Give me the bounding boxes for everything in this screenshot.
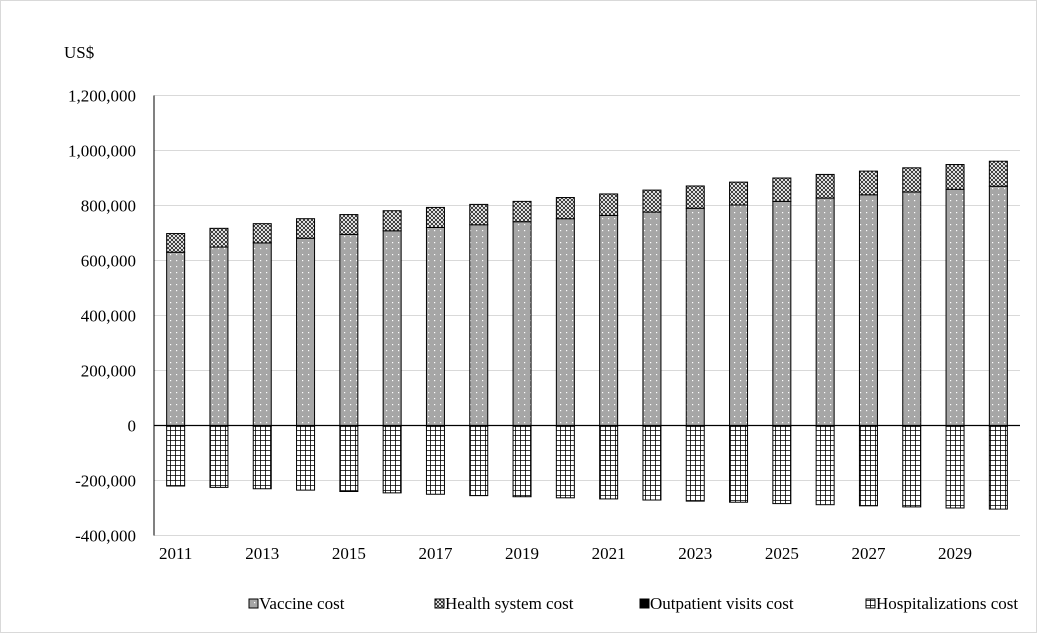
bar-hospitalizations-cost: [988, 425, 1008, 510]
y-tick-label: -200,000: [75, 472, 136, 491]
bar-vaccine-cost: [772, 200, 792, 426]
bar-health-system-cost: [902, 167, 922, 193]
bar-vaccine-cost: [512, 221, 532, 426]
bar-vaccine-cost: [642, 211, 662, 426]
y-tick-label: 1,200,000: [68, 87, 136, 106]
bar-hospitalizations-cost: [296, 425, 316, 491]
bar-vaccine-cost: [815, 197, 835, 426]
x-tick-label: 2029: [938, 544, 972, 563]
bar-health-system-cost: [252, 223, 272, 244]
bar-hospitalizations-cost: [945, 425, 965, 509]
bar-health-system-cost: [209, 227, 229, 248]
bar-health-system-cost: [729, 181, 749, 206]
bar-health-system-cost: [685, 185, 705, 209]
bar-vaccine-cost: [945, 188, 965, 426]
bar-vaccine-cost: [555, 218, 575, 426]
y-tick-label: 200,000: [81, 362, 136, 381]
y-tick-label: 600,000: [81, 252, 136, 271]
bar-vaccine-cost: [685, 207, 705, 426]
bar-hospitalizations-cost: [425, 425, 445, 495]
x-tick-label: 2015: [332, 544, 366, 563]
x-tick-label: 2027: [851, 544, 886, 563]
bar-health-system-cost: [382, 210, 402, 232]
bar-vaccine-cost: [902, 191, 922, 426]
bars: [166, 160, 1008, 510]
bar-health-system-cost: [815, 173, 835, 199]
bar-health-system-cost: [296, 218, 316, 239]
bar-hospitalizations-cost: [772, 425, 792, 505]
bar-vaccine-cost: [469, 224, 489, 426]
legend-hospitalizations-cost-label: Hospitalizations cost: [876, 594, 1018, 613]
bar-hospitalizations-cost: [815, 425, 835, 506]
y-tick-label: -400,000: [75, 527, 136, 546]
bar-hospitalizations-cost: [209, 425, 229, 488]
legend: Vaccine cost Health system cost Outpatient…: [248, 594, 1018, 613]
bar-health-system-cost: [166, 233, 186, 253]
bar-vaccine-cost: [382, 230, 402, 426]
bar-hospitalizations-cost: [599, 425, 619, 500]
bar-hospitalizations-cost: [512, 425, 532, 498]
x-tick-label: 2023: [678, 544, 712, 563]
bar-hospitalizations-cost: [382, 425, 402, 494]
bar-health-system-cost: [469, 203, 489, 226]
bar-hospitalizations-cost: [166, 425, 186, 487]
gridlines: [154, 95, 1020, 536]
x-tick-label: 2019: [505, 544, 539, 563]
x-tick-label: 2011: [159, 544, 192, 563]
bar-vaccine-cost: [209, 246, 229, 426]
bar-health-system-cost: [555, 197, 575, 220]
bar-health-system-cost: [858, 170, 878, 196]
bar-hospitalizations-cost: [685, 425, 705, 502]
legend-vaccine-cost-swatch: [248, 598, 259, 609]
bar-hospitalizations-cost: [902, 425, 922, 508]
bar-vaccine-cost: [252, 242, 272, 426]
x-tick-label: 2013: [245, 544, 279, 563]
y-tick-label: 400,000: [81, 307, 136, 326]
y-tick-label: 1,000,000: [68, 142, 136, 161]
bar-hospitalizations-cost: [252, 425, 272, 490]
legend-health-system-cost-label: Health system cost: [445, 594, 574, 613]
bar-vaccine-cost: [296, 237, 316, 426]
bar-hospitalizations-cost: [858, 425, 878, 507]
axes: [153, 95, 1020, 536]
legend-outpatient-visits-cost-swatch: [639, 598, 650, 609]
bar-hospitalizations-cost: [729, 425, 749, 503]
bar-health-system-cost: [988, 160, 1008, 187]
x-tick-label: 2021: [592, 544, 626, 563]
bar-vaccine-cost: [166, 251, 186, 426]
legend-health-system-cost-swatch: [434, 598, 445, 609]
bar-hospitalizations-cost: [642, 425, 662, 501]
bar-vaccine-cost: [988, 185, 1008, 426]
bar-health-system-cost: [642, 189, 662, 213]
y-tick-labels: -400,000 -200,000 0 200,000 400,000 600,000 80…: [68, 87, 136, 546]
x-tick-labels: 2011 2013 2015 2017 2019 2021 2023 2025 2027 2029: [159, 544, 972, 563]
bar-health-system-cost: [945, 164, 965, 190]
legend-vaccine-cost-label: Vaccine cost: [259, 594, 345, 613]
bar-vaccine-cost: [729, 204, 749, 426]
legend-hospitalizations-cost-swatch: [865, 598, 876, 609]
legend-outpatient-visits-cost-label: Outpatient visits cost: [650, 594, 794, 613]
bar-vaccine-cost: [858, 194, 878, 426]
x-tick-label: 2025: [765, 544, 799, 563]
bar-health-system-cost: [425, 206, 445, 229]
bar-hospitalizations-cost: [469, 425, 489, 497]
bar-health-system-cost: [599, 193, 619, 216]
y-tick-label: 0: [128, 417, 137, 436]
bar-vaccine-cost: [599, 214, 619, 426]
bar-health-system-cost: [512, 200, 532, 223]
x-tick-label: 2017: [418, 544, 453, 563]
y-tick-label: 800,000: [81, 197, 136, 216]
bar-hospitalizations-cost: [339, 425, 359, 493]
bar-vaccine-cost: [339, 233, 359, 426]
bar-health-system-cost: [772, 177, 792, 202]
unit-label: US$: [64, 43, 94, 62]
bar-vaccine-cost: [425, 227, 445, 426]
bar-health-system-cost: [339, 214, 359, 235]
bar-hospitalizations-cost: [555, 425, 575, 499]
